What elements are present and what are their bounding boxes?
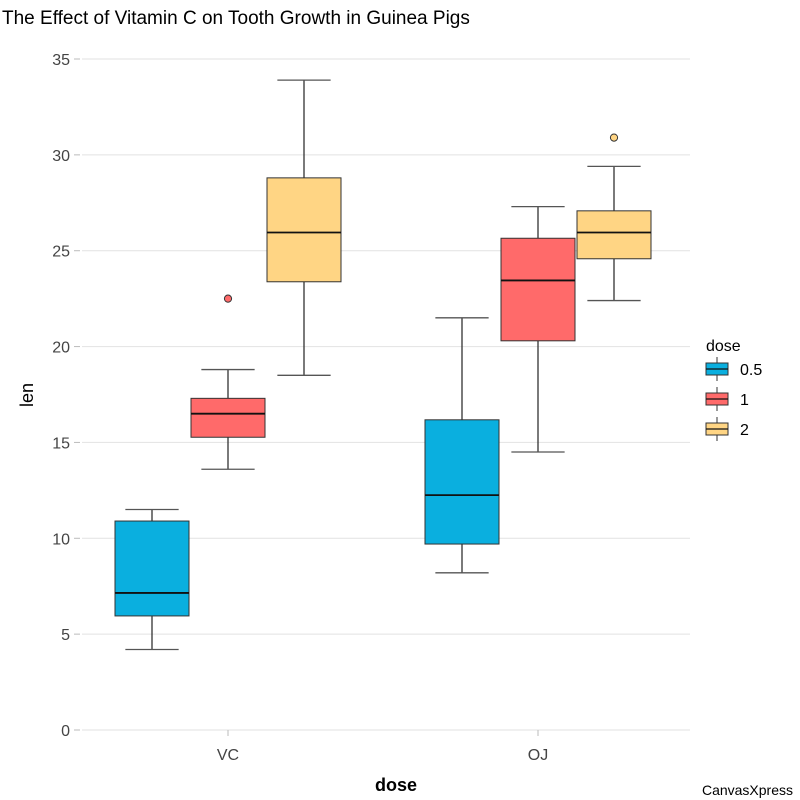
box-VC-1 — [190, 294, 266, 470]
legend-item: 0.5 — [705, 357, 762, 381]
box-iqr — [424, 419, 500, 545]
boxes — [114, 79, 652, 651]
x-tick-label: OJ — [528, 747, 548, 764]
legend-label: 0.5 — [740, 362, 762, 379]
box-OJ-2 — [576, 133, 652, 302]
y-tick-label: 25 — [52, 244, 70, 261]
y-axis-ticks: 0 5 10 15 20 25 30 35 — [52, 52, 80, 740]
box-VC-0.5 — [114, 508, 190, 651]
box-OJ-0.5 — [424, 317, 500, 574]
y-tick-label: 10 — [52, 531, 70, 548]
y-tick-label: 0 — [61, 723, 70, 740]
box-iqr — [266, 177, 342, 283]
grid-lines — [82, 58, 690, 731]
y-tick-label: 20 — [52, 340, 70, 357]
legend-item: 1 — [705, 387, 749, 411]
outlier-point — [223, 294, 233, 303]
chart-title: The Effect of Vitamin C on Tooth Growth … — [2, 8, 470, 29]
legend-label: 1 — [740, 392, 749, 409]
x-axis-ticks: VC OJ — [217, 730, 548, 764]
y-tick-label: 15 — [52, 435, 70, 452]
x-axis-title: dose — [375, 775, 417, 795]
y-axis-title: len — [17, 383, 37, 407]
outlier-point — [609, 133, 619, 142]
legend-title: dose — [706, 338, 741, 355]
x-tick-label: VC — [217, 747, 239, 764]
y-tick-label: 30 — [52, 148, 70, 165]
box-iqr — [190, 397, 266, 438]
y-tick-label: 5 — [61, 627, 70, 644]
legend-label: 2 — [740, 422, 749, 439]
box-OJ-1 — [500, 205, 576, 453]
box-iqr — [500, 237, 576, 342]
legend-item: 2 — [705, 417, 749, 441]
y-tick-label: 35 — [52, 52, 70, 69]
box-VC-2 — [266, 79, 342, 376]
box-iqr — [576, 210, 652, 260]
legend: dose 0.5 1 2 — [705, 338, 762, 441]
credit-text: CanvasXpress — [702, 782, 793, 798]
box-iqr — [114, 520, 190, 617]
